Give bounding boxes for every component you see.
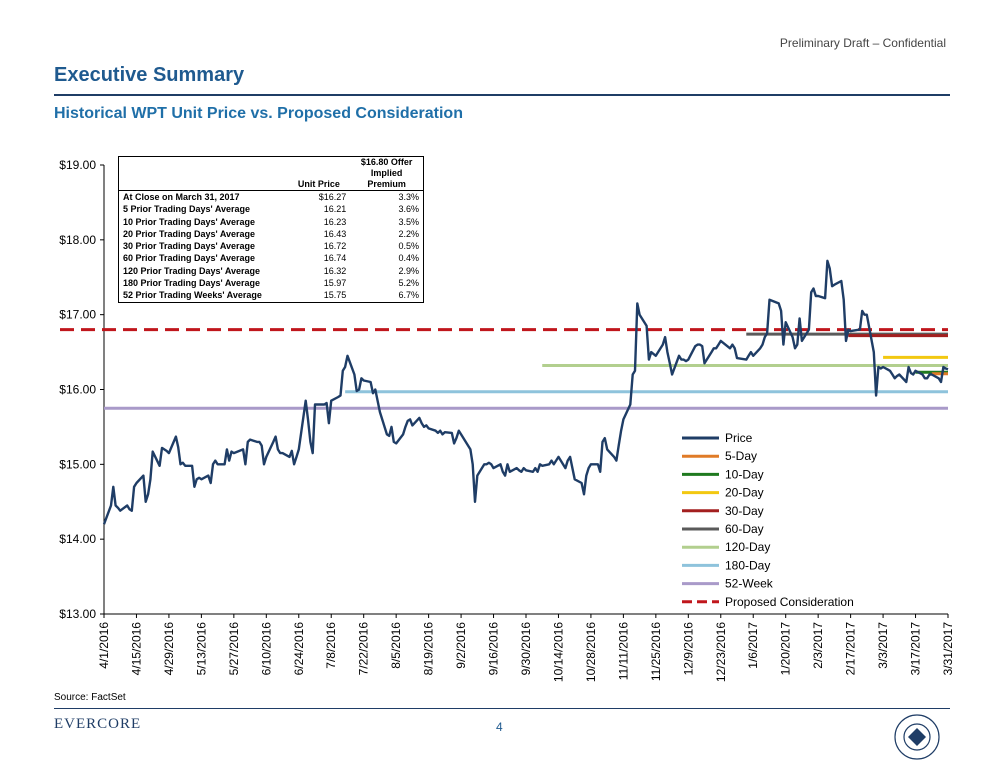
table-row: 60 Prior Trading Days' Average 16.74 0.4% — [119, 252, 424, 264]
premium-table-body: At Close on March 31, 2017 $16.27 3.3% 5 Pr… — [119, 191, 424, 303]
row-premium: 0.5% — [398, 241, 419, 252]
table-row: 10 Prior Trading Days' Average 16.23 3.5% — [119, 216, 424, 228]
table-row: 52 Prior Trading Weeks' Average 15.75 6.7% — [119, 289, 424, 302]
table-row: 20 Prior Trading Days' Average 16.43 2.2% — [119, 228, 424, 240]
legend-label: 120-Day — [725, 540, 770, 554]
x-tick-label: 3/31/2017 — [941, 622, 955, 676]
row-price: 16.21 — [323, 204, 347, 215]
x-tick-label: 4/29/2016 — [162, 622, 176, 676]
row-price: $16.27 — [318, 192, 347, 202]
x-tick-label: 3/3/2017 — [876, 622, 890, 669]
evercore-logo: EVERCORE — [54, 716, 142, 732]
row-price: 16.23 — [323, 216, 347, 227]
premium-table: $16.80 Offer Unit Price Implied Premium … — [118, 156, 424, 303]
row-label: 60 Prior Trading Days' Average — [123, 253, 256, 264]
unit-price-header: Unit Price — [297, 179, 340, 189]
x-tick-label: 4/15/2016 — [129, 622, 143, 676]
row-premium: 3.6% — [398, 204, 419, 215]
x-tick-label: 7/8/2016 — [324, 622, 338, 669]
row-label: At Close on March 31, 2017 — [123, 192, 240, 202]
y-tick-label: $17.00 — [59, 308, 96, 322]
y-tick-label: $16.00 — [59, 383, 96, 397]
implied-premium-header: Implied Premium — [367, 168, 406, 189]
legend-label: 5-Day — [725, 449, 757, 463]
legend-label: 60-Day — [725, 522, 764, 536]
row-price: 16.72 — [323, 241, 347, 252]
table-row: 5 Prior Trading Days' Average 16.21 3.6% — [119, 203, 424, 215]
x-tick-label: 6/10/2016 — [259, 622, 273, 676]
x-tick-label: 5/13/2016 — [194, 622, 208, 676]
x-tick-label: 3/17/2017 — [909, 622, 923, 676]
row-premium: 0.4% — [398, 253, 419, 264]
x-tick-label: 2/3/2017 — [811, 622, 825, 669]
y-tick-label: $14.00 — [59, 532, 96, 546]
row-label: 30 Prior Trading Days' Average — [123, 241, 256, 252]
offer-header: $16.80 Offer — [360, 157, 413, 167]
row-label: 20 Prior Trading Days' Average — [123, 228, 256, 239]
row-label: 10 Prior Trading Days' Average — [123, 216, 256, 227]
row-premium: 6.7% — [398, 290, 419, 301]
y-tick-label: $13.00 — [59, 607, 96, 621]
row-price: 16.74 — [323, 253, 347, 264]
table-row: 30 Prior Trading Days' Average 16.72 0.5% — [119, 240, 424, 252]
wpt-seal-icon — [894, 714, 940, 760]
legend-label: 52-Week — [725, 577, 774, 591]
legend-label: 20-Day — [725, 486, 764, 500]
row-label: 5 Prior Trading Days' Average — [123, 204, 251, 215]
y-tick-label: $18.00 — [59, 233, 96, 247]
page-title: Executive Summary — [54, 64, 245, 86]
row-price: 15.75 — [323, 290, 347, 301]
x-tick-label: 1/6/2017 — [746, 622, 760, 669]
page-subtitle: Historical WPT Unit Price vs. Proposed C… — [54, 105, 463, 122]
table-row: 120 Prior Trading Days' Average 16.32 2.9% — [119, 265, 424, 277]
legend-label: 30-Day — [725, 504, 764, 518]
x-tick-label: 11/25/2016 — [649, 622, 663, 681]
x-tick-label: 1/20/2017 — [779, 622, 793, 676]
row-price: 15.97 — [323, 278, 347, 289]
x-tick-label: 7/22/2016 — [357, 622, 371, 676]
x-tick-label: 9/16/2016 — [487, 622, 501, 676]
row-label: 180 Prior Trading Days' Average — [123, 278, 261, 289]
price-series-line — [102, 259, 949, 525]
x-tick-label: 11/11/2016 — [616, 622, 630, 681]
row-premium: 2.2% — [398, 228, 419, 239]
title-rule — [54, 94, 950, 96]
source-note: Source: FactSet — [54, 692, 126, 703]
draft-label: Preliminary Draft – Confidential — [779, 36, 946, 50]
row-premium: 5.2% — [398, 278, 419, 289]
row-premium: 3.3% — [398, 192, 419, 202]
x-tick-label: 10/14/2016 — [551, 622, 565, 682]
legend-label: 10-Day — [725, 467, 764, 481]
y-tick-label: $15.00 — [59, 457, 96, 471]
row-premium: 3.5% — [398, 216, 419, 227]
table-row: 180 Prior Trading Days' Average 15.97 5.2% — [119, 277, 424, 289]
row-premium: 2.9% — [398, 265, 419, 276]
x-tick-label: 12/23/2016 — [714, 622, 728, 682]
page-number: 4 — [496, 720, 503, 734]
x-tick-label: 6/24/2016 — [292, 622, 306, 676]
y-tick-label: $19.00 — [59, 158, 96, 172]
x-tick-label: 12/9/2016 — [681, 622, 695, 676]
x-tick-label: 8/19/2016 — [422, 622, 436, 676]
x-tick-label: 10/28/2016 — [584, 622, 598, 682]
footer-rule — [54, 708, 950, 709]
row-price: 16.32 — [323, 265, 347, 276]
table-row: At Close on March 31, 2017 $16.27 3.3% — [119, 191, 424, 204]
x-tick-label: 5/27/2016 — [227, 622, 241, 676]
row-label: 120 Prior Trading Days' Average — [123, 265, 261, 276]
x-tick-label: 9/30/2016 — [519, 622, 533, 676]
legend-label: 180-Day — [725, 558, 770, 572]
x-tick-label: 8/5/2016 — [389, 622, 403, 669]
x-tick-label: 9/2/2016 — [454, 622, 468, 669]
x-tick-label: 4/1/2016 — [97, 622, 111, 669]
legend-label: Proposed Consideration — [725, 595, 854, 609]
x-tick-label: 2/17/2017 — [844, 622, 858, 676]
legend-label: Price — [725, 431, 753, 445]
row-label: 52 Prior Trading Weeks' Average — [123, 290, 262, 301]
row-price: 16.43 — [323, 228, 347, 239]
